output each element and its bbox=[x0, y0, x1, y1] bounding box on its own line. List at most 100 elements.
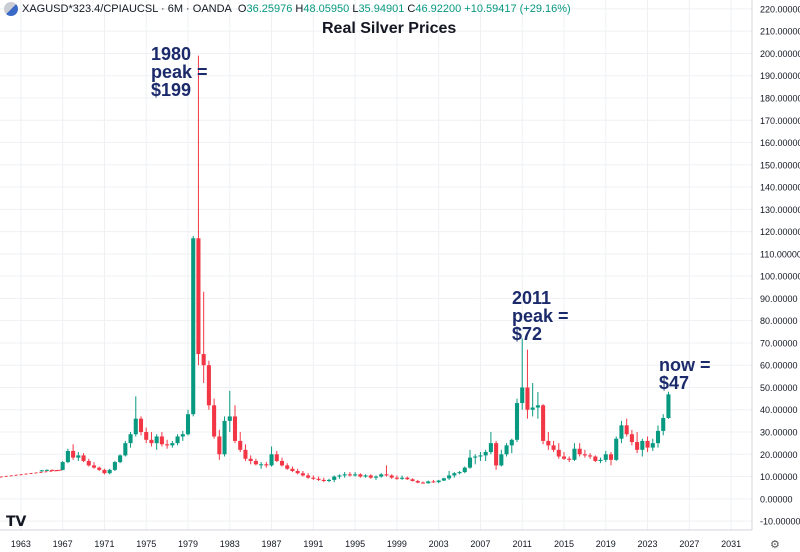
annotation-2011-peak: 2011 peak = $72 bbox=[512, 289, 569, 343]
x-tick-label: 1987 bbox=[262, 539, 282, 549]
annotation-line: $47 bbox=[659, 373, 690, 393]
currency-flag-icon bbox=[4, 2, 18, 16]
candle-body bbox=[238, 440, 243, 450]
candle-body bbox=[321, 479, 326, 482]
candle-body bbox=[603, 454, 608, 460]
y-tick-label: 10.00000 bbox=[760, 472, 798, 482]
candle-body bbox=[661, 417, 666, 431]
candle-body bbox=[212, 405, 217, 437]
candle-body bbox=[635, 442, 640, 450]
candle-body bbox=[170, 443, 175, 446]
close-value: 46.92200 bbox=[415, 3, 462, 15]
y-tick-label: -10.00000 bbox=[760, 517, 800, 527]
y-tick-label: 180.00000 bbox=[760, 93, 800, 103]
candle-body bbox=[353, 474, 358, 476]
candle-body bbox=[462, 467, 467, 473]
candle-body bbox=[102, 469, 107, 474]
candle-body bbox=[478, 455, 483, 457]
candle-body bbox=[546, 440, 551, 446]
candle-body bbox=[467, 457, 473, 468]
candle-body bbox=[556, 449, 561, 457]
candle-body bbox=[206, 365, 211, 406]
candle-body bbox=[368, 475, 373, 478]
x-tick-label: 1991 bbox=[303, 539, 323, 549]
candle-body bbox=[123, 443, 128, 456]
x-tick-label: 2031 bbox=[721, 539, 741, 549]
candle-body bbox=[274, 454, 279, 461]
chart-title: Real Silver Prices bbox=[322, 20, 457, 37]
candle-body bbox=[535, 405, 540, 408]
candle-body bbox=[593, 456, 598, 461]
candle-body bbox=[222, 420, 227, 455]
candle-body bbox=[337, 475, 342, 477]
candle-body bbox=[71, 450, 76, 458]
candle-body bbox=[666, 394, 671, 418]
candle-body bbox=[39, 470, 44, 472]
y-tick-label: 220.00000 bbox=[760, 4, 800, 14]
candle-body bbox=[389, 475, 394, 478]
candle-body bbox=[629, 434, 634, 443]
candle-body bbox=[514, 403, 520, 440]
candle-body bbox=[97, 467, 102, 470]
candle-body bbox=[279, 460, 285, 466]
candle-body bbox=[154, 436, 159, 444]
symbol-header[interactable]: XAGUSD*323.4/CPIAUCSL · 6M · OANDA O36.2… bbox=[0, 0, 571, 18]
x-tick-label: 2007 bbox=[470, 539, 490, 549]
candle-body bbox=[650, 443, 655, 448]
candle-body bbox=[44, 469, 50, 471]
x-tick-label: 1971 bbox=[94, 539, 114, 549]
y-tick-label: 80.00000 bbox=[760, 316, 798, 326]
y-tick-label: 100.00000 bbox=[760, 272, 800, 282]
candle-body bbox=[326, 479, 332, 482]
candle-body bbox=[347, 474, 352, 476]
candle-body bbox=[332, 476, 337, 480]
candle-body bbox=[441, 478, 446, 481]
candle-body bbox=[118, 455, 123, 463]
gear-icon[interactable]: ⚙ bbox=[770, 539, 780, 551]
candle-body bbox=[191, 238, 196, 415]
annotation-line: 1980 bbox=[151, 44, 192, 64]
y-tick-label: 200.00000 bbox=[760, 49, 800, 59]
candle-body bbox=[159, 436, 164, 445]
candle-body bbox=[217, 436, 222, 455]
candle-body bbox=[400, 477, 405, 479]
annotation-line: peak = bbox=[512, 306, 569, 326]
candle-body bbox=[499, 454, 504, 466]
candle-body bbox=[107, 469, 112, 474]
x-tick-label: 2003 bbox=[429, 539, 449, 549]
candle-body bbox=[624, 425, 629, 435]
candle-body bbox=[50, 469, 55, 471]
candle-body bbox=[561, 456, 567, 459]
candle-body bbox=[551, 445, 556, 450]
candle-body bbox=[201, 354, 206, 366]
candle-body bbox=[520, 387, 525, 404]
candle-body bbox=[452, 473, 457, 476]
candle-body bbox=[645, 440, 650, 448]
high-label: H bbox=[295, 3, 304, 15]
candle-body bbox=[363, 475, 368, 477]
annotation-line: 2011 bbox=[512, 288, 552, 308]
candle-body bbox=[342, 474, 347, 476]
candle-body bbox=[509, 439, 514, 446]
candle-body bbox=[144, 432, 149, 440]
candle-body bbox=[149, 439, 154, 444]
candle-body bbox=[316, 478, 321, 480]
candle-body bbox=[420, 482, 426, 484]
y-tick-label: 120.00000 bbox=[760, 227, 800, 237]
candle-body bbox=[373, 476, 379, 478]
symbol-text: XAGUSD*323.4/CPIAUCSL · 6M · OANDA bbox=[22, 3, 232, 15]
candle-body bbox=[426, 481, 431, 484]
candle-body bbox=[494, 443, 499, 466]
candles bbox=[0, 55, 671, 484]
annotation-line: now = bbox=[659, 355, 711, 375]
candle-body bbox=[285, 465, 290, 469]
x-tick-label: 2019 bbox=[596, 539, 616, 549]
annotation-line: peak = bbox=[151, 62, 208, 82]
candle-body bbox=[640, 440, 645, 450]
y-tick-label: 60.00000 bbox=[760, 361, 798, 371]
candle-body bbox=[525, 387, 530, 410]
candle-body bbox=[405, 477, 410, 480]
low-value: 35.94901 bbox=[358, 3, 405, 15]
tradingview-logo[interactable]: TV bbox=[6, 514, 27, 530]
